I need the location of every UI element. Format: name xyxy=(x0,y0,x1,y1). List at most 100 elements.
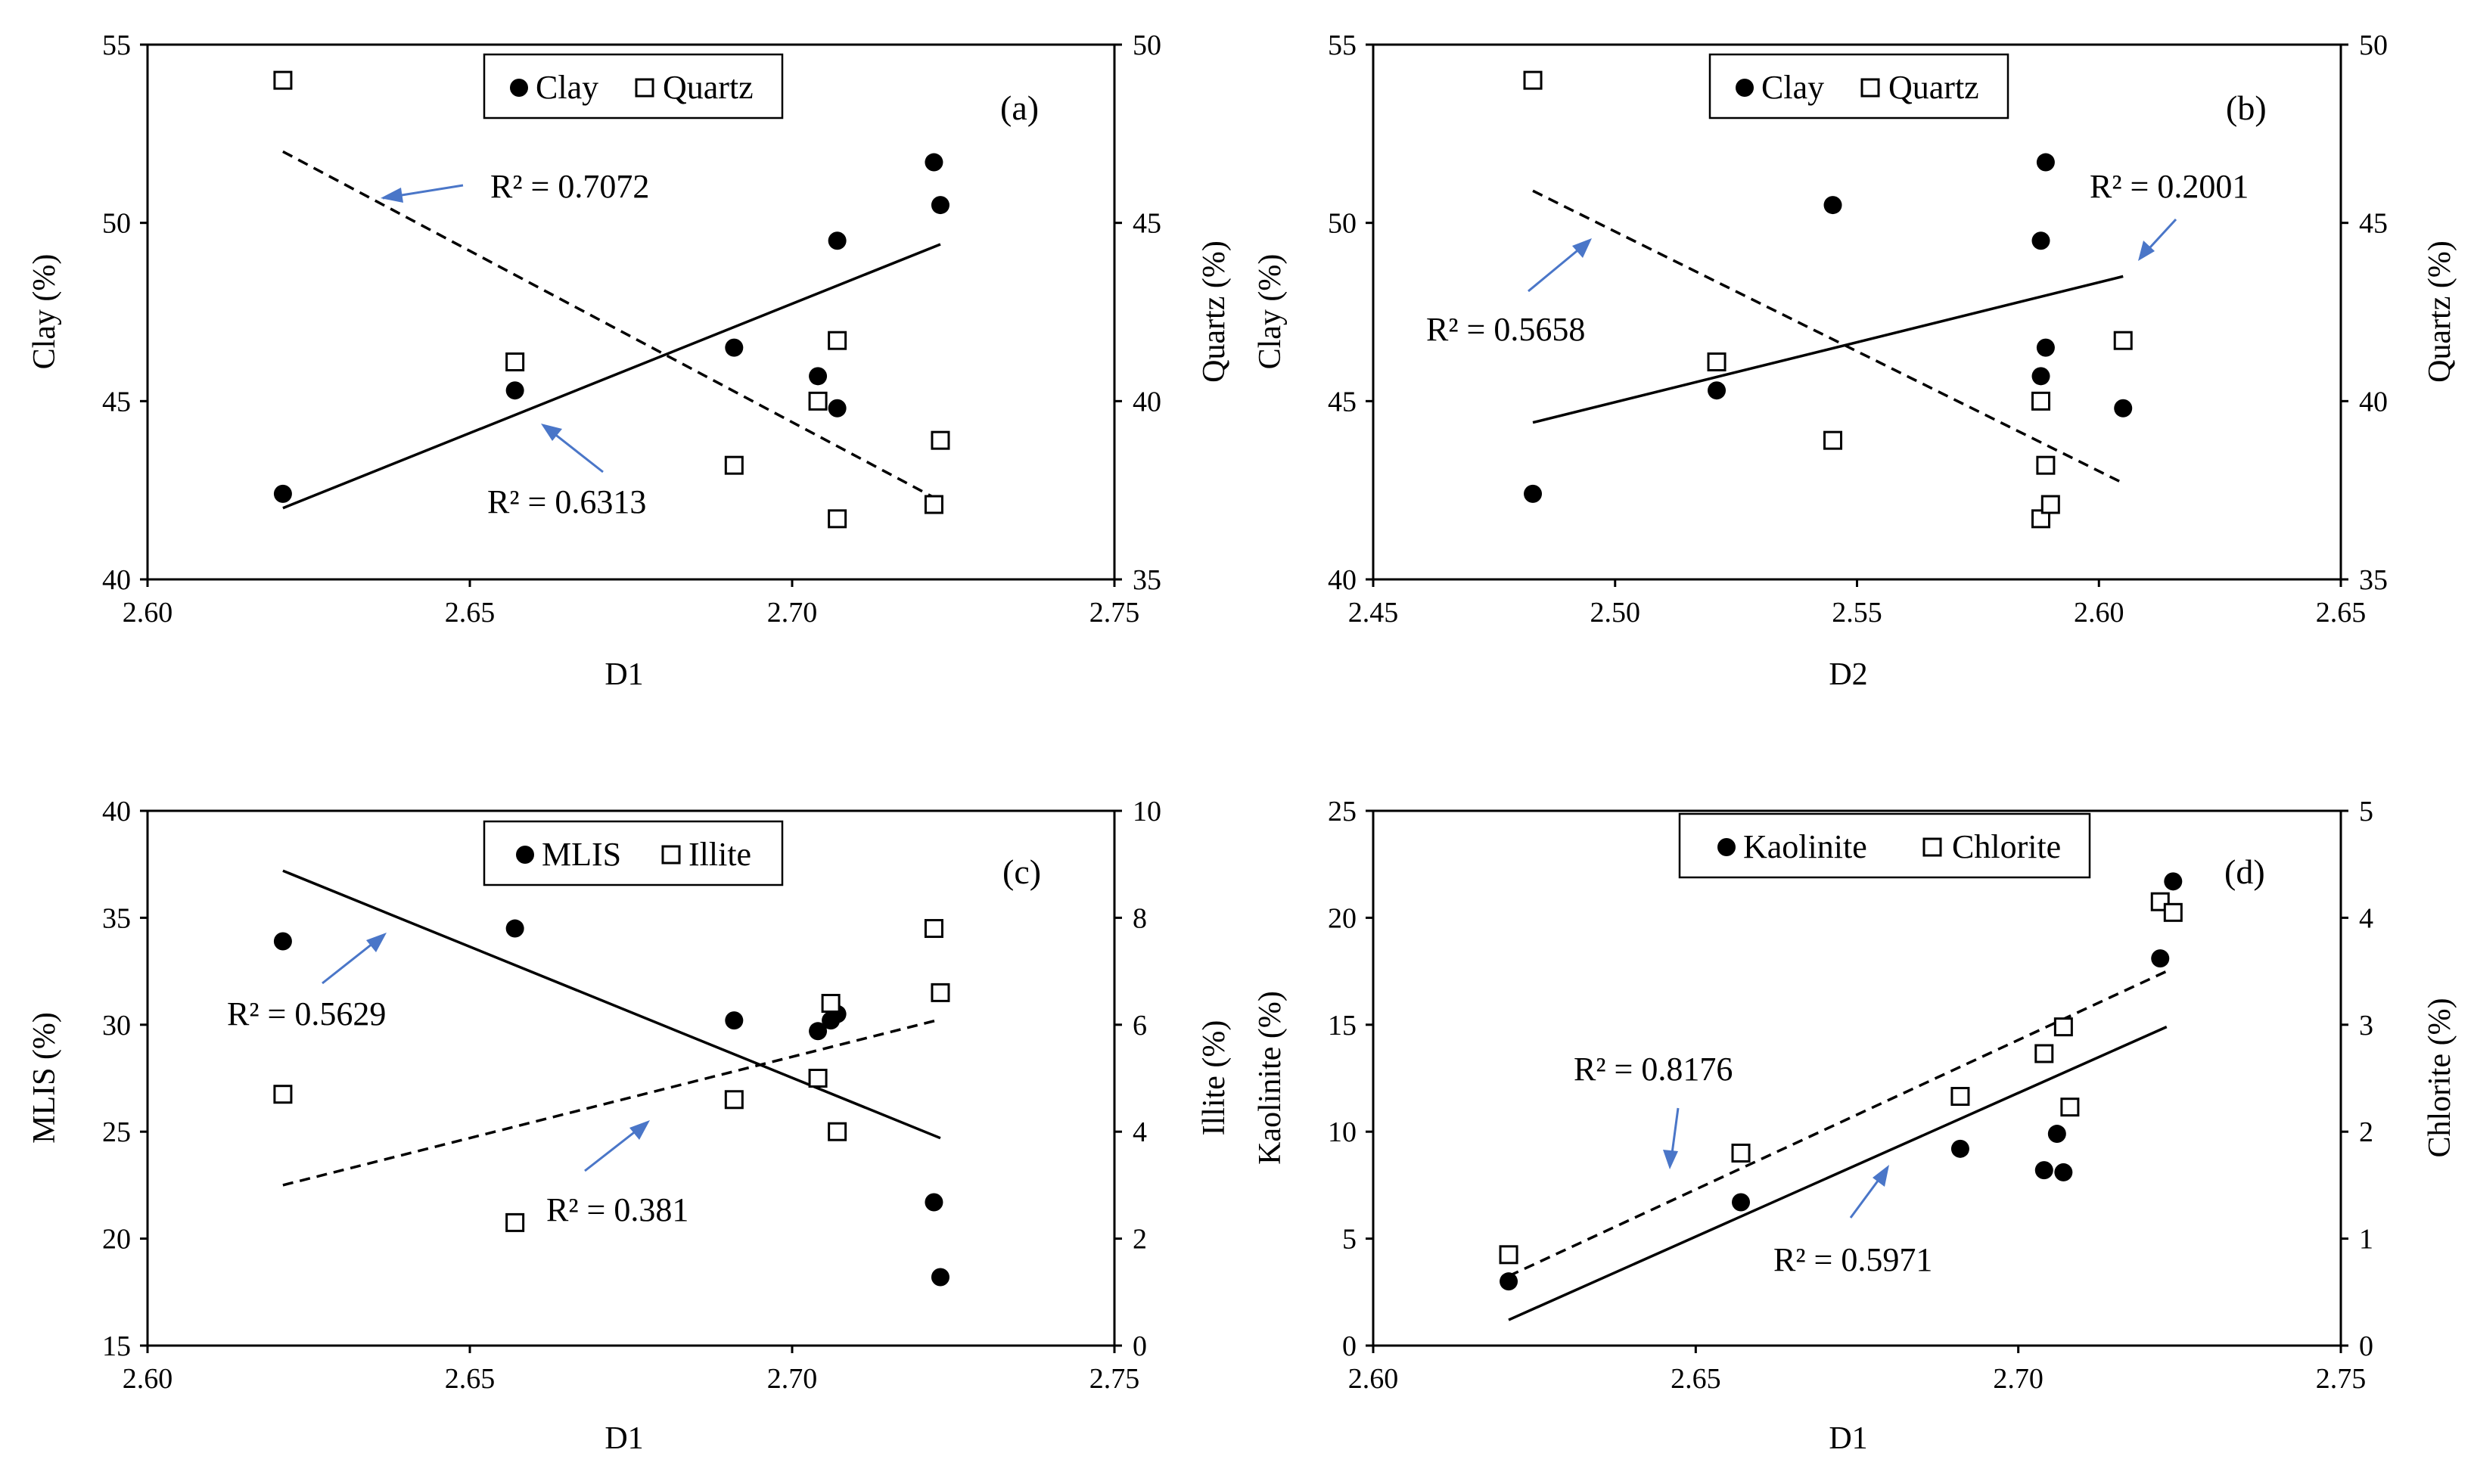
x-tick-label: 2.75 xyxy=(2316,1363,2367,1395)
trendline-kaolinite xyxy=(1508,1026,2168,1321)
legend-label-illite: Illite xyxy=(688,836,751,873)
y-axis-title-left: MLIS (%) xyxy=(27,1012,62,1144)
point-chlorite xyxy=(2034,1044,2054,1063)
trendline-quartz xyxy=(1532,189,2124,485)
point-quartz xyxy=(2031,509,2051,529)
point-mlis xyxy=(925,1193,943,1212)
x-tick-label: 2.70 xyxy=(1993,1363,2044,1395)
x-tick-label: 2.60 xyxy=(1348,1363,1399,1395)
y-tick-label-right: 40 xyxy=(1133,386,1161,418)
point-kaolinite xyxy=(2034,1161,2053,1180)
point-clay xyxy=(828,399,847,418)
point-kaolinite xyxy=(1732,1193,1751,1212)
y-tick-label-right: 1 xyxy=(2359,1224,2373,1256)
annotation-arrowhead-illite xyxy=(629,1120,650,1140)
point-kaolinite xyxy=(2047,1125,2066,1144)
legend: Kaolinite Chlorite xyxy=(1678,812,2091,879)
point-kaolinite xyxy=(2054,1163,2073,1181)
y-axis-title-left: Kaolinite (%) xyxy=(1253,991,1288,1165)
annotation-arrowhead-mlis xyxy=(366,933,387,952)
point-clay xyxy=(925,153,943,172)
legend-marker-open-square xyxy=(1860,78,1880,98)
y-tick-label-right: 35 xyxy=(2359,564,2388,596)
legend-label-mlis: MLIS xyxy=(542,836,621,873)
point-clay xyxy=(1524,484,1543,503)
legend-box xyxy=(483,53,784,120)
trendline-chlorite xyxy=(1508,970,2168,1278)
point-clay xyxy=(2114,399,2133,418)
y-tick-label-right: 45 xyxy=(2359,208,2388,240)
x-tick-label: 2.50 xyxy=(1590,597,1641,629)
legend-label-kaolinite: Kaolinite xyxy=(1743,828,1867,865)
point-clay xyxy=(931,196,950,215)
point-chlorite xyxy=(2163,902,2183,922)
y-tick-label-right: 0 xyxy=(1133,1330,1147,1362)
point-quartz xyxy=(931,430,950,450)
point-chlorite xyxy=(2060,1097,2080,1117)
y-tick-label-left: 30 xyxy=(102,1010,131,1042)
annotation-arrowhead-quartz xyxy=(381,188,403,203)
legend-marker-filled-circle xyxy=(1736,79,1754,97)
y-tick-label-right: 4 xyxy=(2359,902,2373,934)
point-quartz xyxy=(724,455,744,475)
point-clay xyxy=(2031,231,2050,250)
x-tick-label: 2.70 xyxy=(767,597,818,629)
annotation-arrowhead-clay xyxy=(2138,241,2155,261)
y-tick-label-right: 5 xyxy=(2359,796,2373,827)
x-tick-label: 2.70 xyxy=(767,1363,818,1395)
point-clay xyxy=(725,338,744,357)
point-clay xyxy=(809,367,828,386)
point-quartz xyxy=(1707,352,1727,371)
panel-b: 2.45 2.50 2.55 2.60 2.65 40 45 50 55 35 40 45 50 Cla… xyxy=(1253,29,2457,692)
legend-label-clay: Clay xyxy=(536,69,598,106)
y-tick-label-left: 20 xyxy=(1328,902,1357,934)
y-tick-label-left: 45 xyxy=(1328,386,1357,418)
annotation-arrowhead-clay xyxy=(541,424,562,441)
y-tick-label-left: 25 xyxy=(102,1116,131,1148)
r2-annotation-illite: R² = 0.381 xyxy=(546,1191,688,1228)
y-tick-label-right: 50 xyxy=(2359,29,2388,61)
r2-annotation-clay: R² = 0.6313 xyxy=(487,483,646,520)
annotation-arrowhead-quartz xyxy=(1572,238,1592,258)
y-tick-label-right: 45 xyxy=(1133,208,1161,240)
point-clay xyxy=(273,484,292,503)
panel-label: (d) xyxy=(2224,852,2265,891)
y-tick-label-right: 50 xyxy=(1133,29,1161,61)
y-tick-label-left: 55 xyxy=(102,29,131,61)
y-tick-label-right: 2 xyxy=(2359,1116,2373,1148)
plot-marks: 2.60 2.65 2.70 2.75 40 45 50 55 35 40 45 50 xyxy=(102,29,1161,629)
r2-annotation-clay: R² = 0.2001 xyxy=(2090,168,2249,205)
trendline-clay xyxy=(1532,275,2124,424)
annotation-arrowhead-chlorite xyxy=(1663,1150,1678,1169)
x-axis-title: D1 xyxy=(605,657,643,692)
x-tick-label: 2.60 xyxy=(123,1363,173,1395)
point-mlis xyxy=(505,919,524,938)
legend-label-chlorite: Chlorite xyxy=(1952,828,2061,865)
y-axis-title-right: Illite (%) xyxy=(1197,1020,1232,1136)
legend-marker-open-square xyxy=(1922,837,1942,857)
y-tick-label-right: 10 xyxy=(1133,796,1161,827)
point-clay xyxy=(2036,153,2055,172)
legend: Clay Quartz xyxy=(483,53,784,120)
r2-annotation-mlis: R² = 0.5629 xyxy=(227,995,386,1032)
legend-marker-open-square xyxy=(661,845,681,865)
plot-marks: 2.60 2.65 2.70 2.75 15 20 25 30 35 40 0 2 4 6 8 10 xyxy=(102,796,1161,1395)
y-tick-label-left: 35 xyxy=(102,902,131,934)
point-kaolinite xyxy=(2164,872,2183,891)
point-clay xyxy=(1708,381,1727,400)
plot-frame xyxy=(1372,809,2342,1347)
plot-marks: 2.45 2.50 2.55 2.60 2.65 40 45 50 55 35 40 45 50 xyxy=(1328,29,2388,629)
point-illite xyxy=(924,919,943,939)
y-axis-title-left: Clay (%) xyxy=(27,254,62,370)
trendline-mlis xyxy=(282,869,941,1140)
legend-label-quartz: Quartz xyxy=(1888,69,1979,106)
y-tick-label-right: 0 xyxy=(2359,1330,2373,1362)
panel-label: (b) xyxy=(2226,88,2267,127)
x-tick-label: 2.55 xyxy=(1832,597,1882,629)
legend-marker-filled-circle xyxy=(1717,838,1736,856)
point-kaolinite xyxy=(1500,1272,1518,1291)
y-tick-label-right: 2 xyxy=(1133,1224,1147,1256)
y-tick-label-left: 25 xyxy=(1328,796,1357,827)
